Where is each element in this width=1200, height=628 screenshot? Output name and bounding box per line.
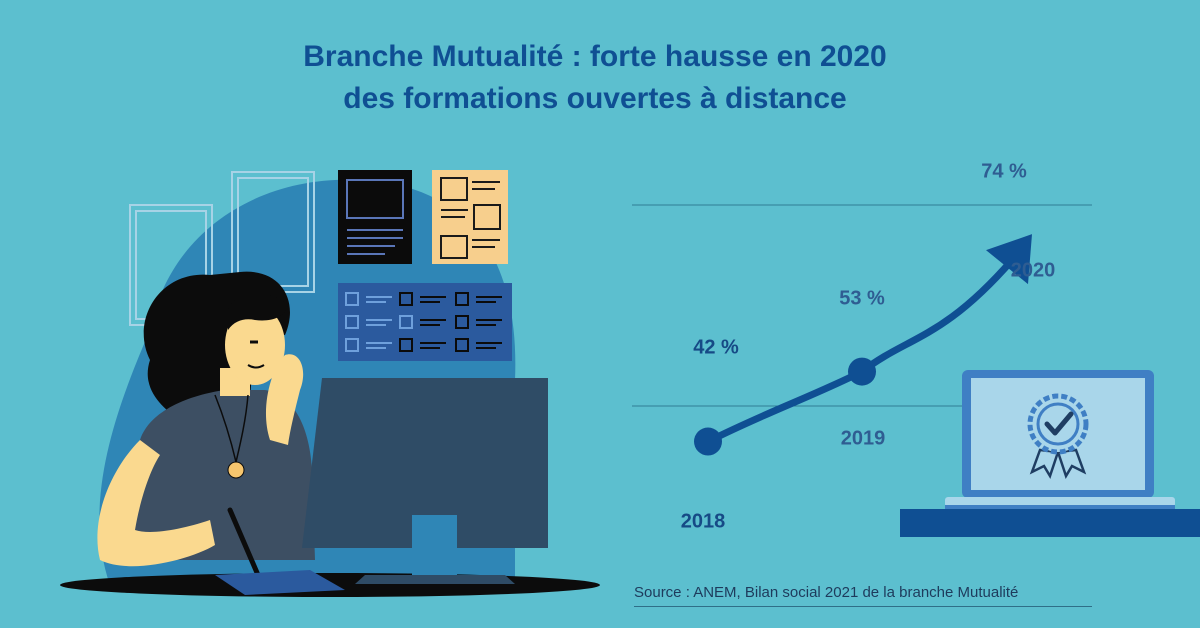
page-title: Branche Mutualité : forte hausse en 2020… bbox=[0, 36, 1190, 120]
year-label-2020: 2020 bbox=[1010, 259, 1056, 282]
woman-at-computer-illustration bbox=[60, 170, 600, 597]
data-point-2018 bbox=[694, 427, 722, 456]
line-chart bbox=[632, 204, 1200, 537]
document-card-icon bbox=[338, 170, 412, 264]
title-line-2: des formations ouvertes à distance bbox=[343, 82, 847, 115]
value-label-2020: 74 % bbox=[981, 160, 1027, 183]
value-label-2018: 42 % bbox=[693, 336, 739, 359]
face bbox=[225, 305, 285, 385]
desk-bar bbox=[900, 509, 1200, 537]
data-point-2020-arrow bbox=[986, 234, 1032, 285]
shirt bbox=[116, 390, 315, 560]
source-note: Source : ANEM, Bilan social 2021 de la b… bbox=[634, 584, 1019, 601]
laptop-certificate-icon bbox=[900, 370, 1200, 537]
title-line-1: Branche Mutualité : forte hausse en 2020 bbox=[303, 40, 887, 73]
tablet bbox=[215, 570, 345, 595]
divider bbox=[634, 606, 1092, 607]
monitor bbox=[302, 378, 548, 584]
value-label-2019: 53 % bbox=[839, 287, 885, 310]
year-label-2018: 2018 bbox=[680, 510, 726, 533]
data-point-2019 bbox=[848, 357, 876, 386]
document-card-icon bbox=[432, 170, 508, 264]
checklist-panel bbox=[338, 283, 512, 361]
year-label-2019: 2019 bbox=[840, 427, 886, 450]
badge-icon bbox=[1027, 393, 1089, 479]
